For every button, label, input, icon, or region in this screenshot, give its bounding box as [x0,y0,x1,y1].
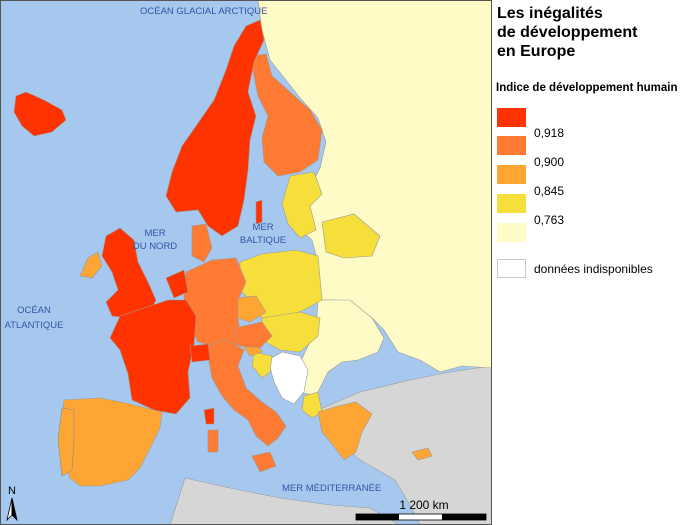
albania-macedonia-region [301,391,323,419]
legend-swatch-unavailable [497,259,526,278]
italy-region [205,339,287,447]
map-title: Les inégalités de développement en Europ… [497,4,682,61]
legend-swatch-class-5 [497,223,526,242]
scale-bar-label: 1 200 km [399,498,448,512]
legend-heading: Indice de développement humain [496,82,678,94]
portugal-region [57,407,75,477]
austria-region [233,321,273,349]
iceland-region [13,91,67,137]
legend-unavailable-label: données indisponibles [534,262,653,276]
turkey-middle-east-land [317,365,492,525]
sardinia-region [207,429,219,453]
north-arrow-icon: N [6,485,18,522]
switzerland-region [189,343,211,363]
baltic-sea-label-line2: BALTIQUE [240,235,286,246]
map-title-line2: de développement [497,24,638,41]
north-africa-land [169,477,401,525]
western-balkans-no-data [267,351,309,405]
scandinavia-region [165,19,265,237]
croatia-region [251,351,273,379]
legend-break-value-2: 0,900 [534,155,565,169]
legend-swatch-class-3 [497,165,526,184]
legend-break-value-1: 0,918 [534,126,565,140]
map-title-line3: en Europe [497,43,576,60]
greece-region [317,401,373,461]
baltic-states-region [281,171,323,239]
ireland-region [79,251,103,279]
europe-map: OCÉAN GLACIAL ARCTIQUE MER DU NORD MER B… [0,0,492,525]
legend-swatch-class-4 [497,194,526,213]
denmark-region [191,223,213,263]
legend-break-value-3: 0,845 [534,184,565,198]
belarus-region [321,213,381,259]
north-letter: N [8,485,16,497]
baltic-sea-label-line1: MER [252,222,273,233]
eastern-europe-region [257,0,492,373]
cyprus-region [411,447,433,461]
map-title-line1: Les inégalités [497,5,603,22]
benelux-region [165,269,189,299]
france-region [109,299,197,415]
north-sea-label-line1: MER [144,228,165,239]
scale-bar: 1 200 km [355,498,487,521]
legend-panel: Les inégalités de développement en Europ… [492,0,685,525]
mediterranean-sea-label: MER MÉDITERRANÉE [282,483,381,494]
north-sea-label-line2: DU NORD [133,241,177,252]
arctic-ocean-label: OCÉAN GLACIAL ARCTIQUE [140,6,267,17]
legend-break-value-4: 0,763 [534,213,565,227]
legend-swatch-class-1 [497,108,526,127]
legend-swatch-class-2 [497,136,526,155]
sicily-region [251,451,277,473]
atlantic-ocean-label-line1: OCÉAN [17,305,51,316]
gotland-region [255,199,263,225]
finland-region [249,53,323,177]
atlantic-ocean-label-line2: ATLANTIQUE [5,320,64,331]
corsica-region [203,407,215,425]
